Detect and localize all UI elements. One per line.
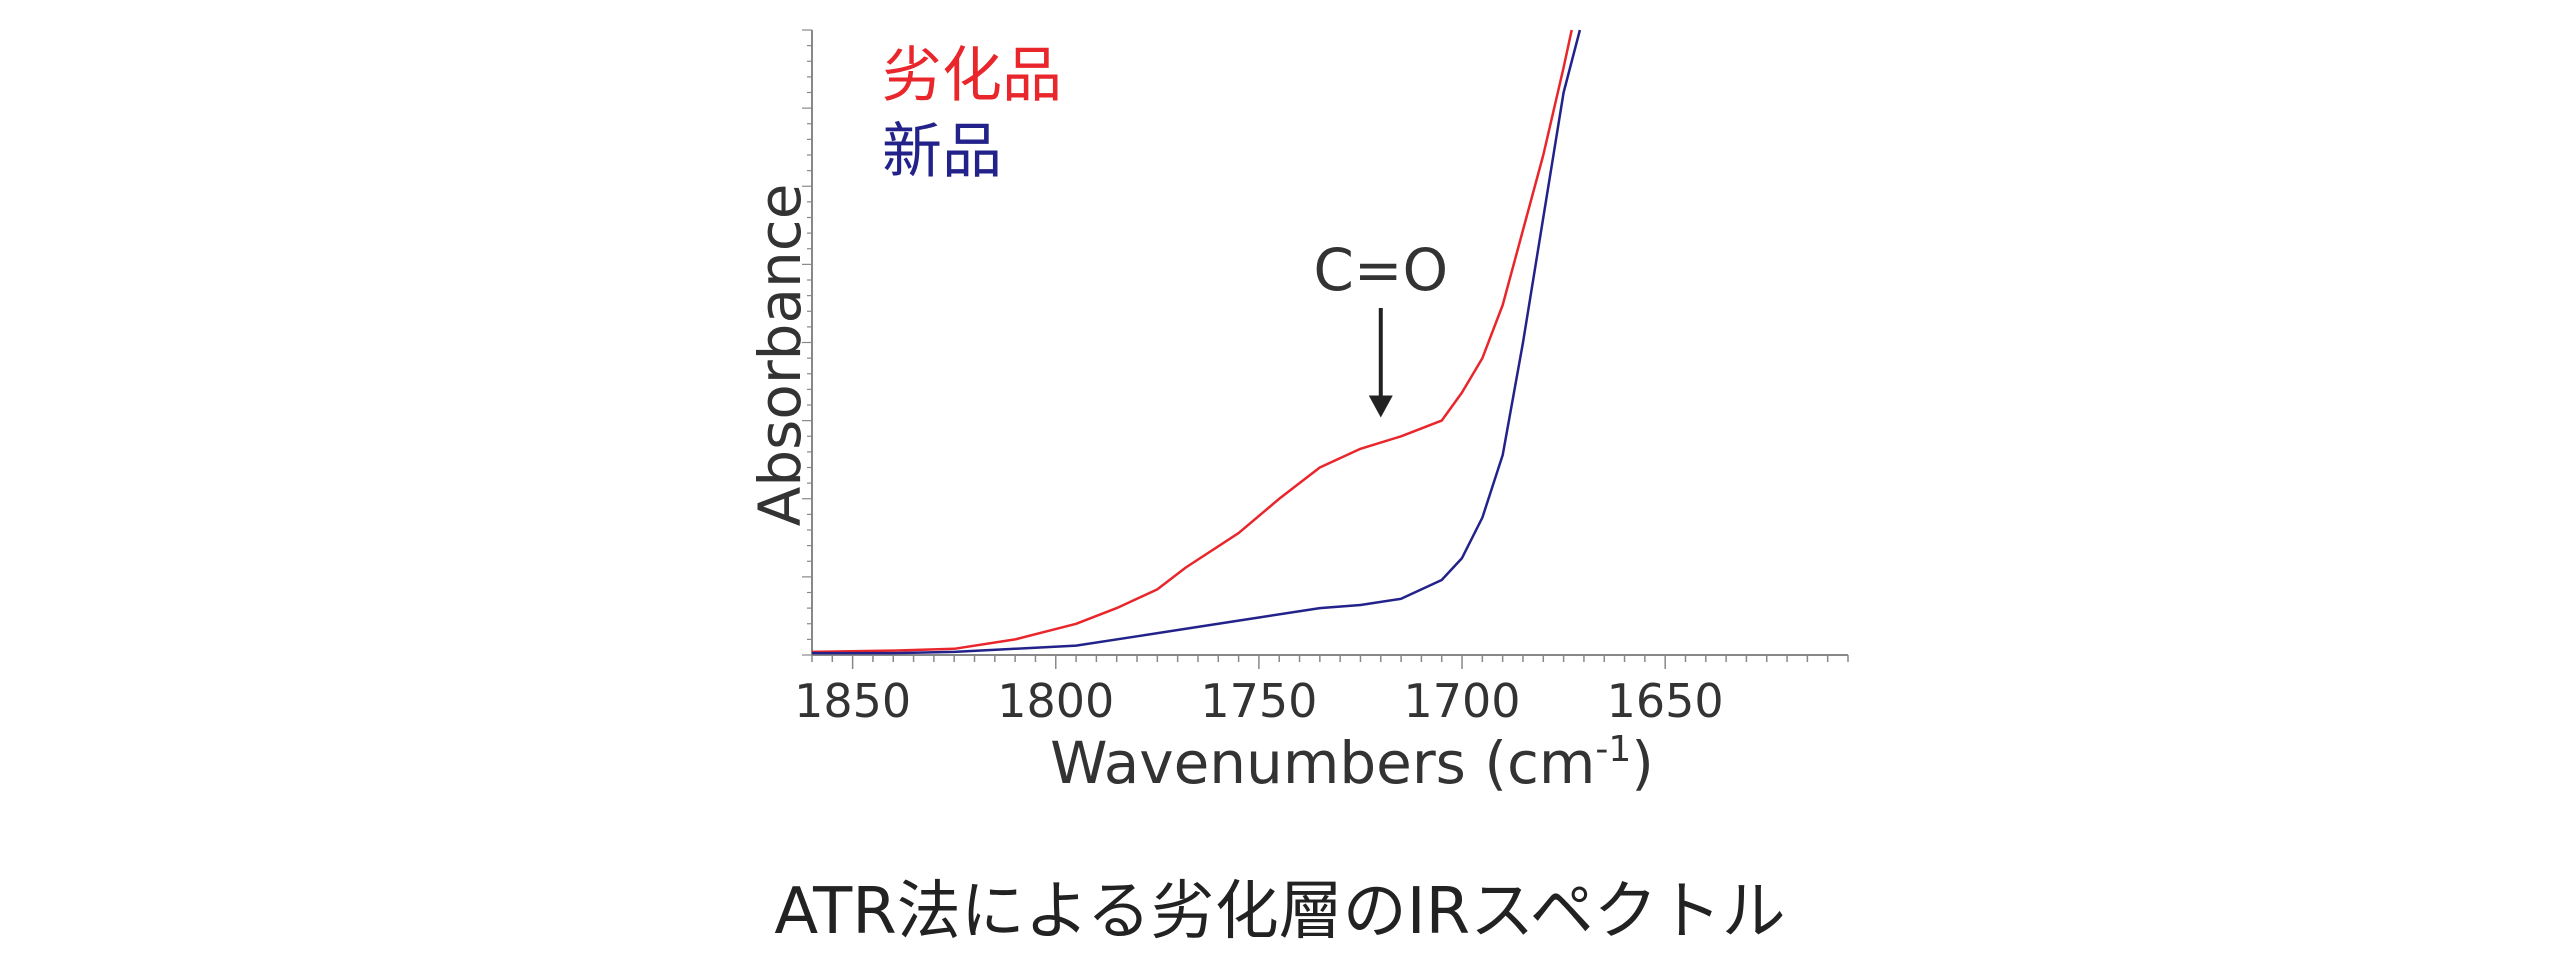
x-tick-label: 1750 xyxy=(1200,674,1317,728)
series-line-degraded xyxy=(811,29,1573,654)
figure-caption: ATR法による劣化層のIRスペクトル xyxy=(774,875,1786,949)
x-tick-label: 1700 xyxy=(1404,674,1521,728)
legend-item-new: 新品 xyxy=(882,117,1002,187)
x-axis-title-sup: -1 xyxy=(1595,729,1631,770)
y-axis-title: Absorbance xyxy=(746,184,814,527)
annotation-arrow-head xyxy=(1368,395,1393,418)
axes: 1850 1800 1750 1700 1650 xyxy=(794,29,1849,728)
x-tick-label: 1800 xyxy=(997,674,1114,728)
series-layer xyxy=(811,29,1582,655)
x-axis-title: Wavenumbers (cm-1) xyxy=(1050,729,1654,797)
x-axis-title-end: ) xyxy=(1631,729,1654,797)
annotation-arrow xyxy=(1368,308,1393,418)
x-tick-label: 1850 xyxy=(794,674,911,728)
series-line-new xyxy=(812,29,1582,655)
annotation-c-o-label: C=O xyxy=(1313,236,1448,304)
x-tick-label: 1650 xyxy=(1607,674,1724,728)
x-axis-title-main: Wavenumbers (cm xyxy=(1050,729,1595,797)
legend-item-degraded: 劣化品 xyxy=(882,41,1062,111)
